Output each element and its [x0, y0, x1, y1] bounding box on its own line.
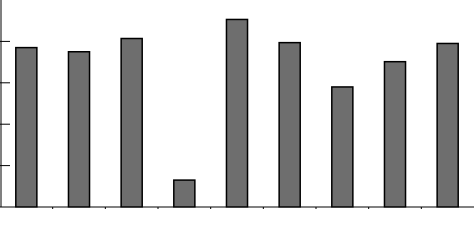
bar — [67, 51, 91, 208]
bar — [436, 42, 459, 208]
bar — [331, 86, 354, 208]
bar — [278, 41, 301, 208]
bar — [383, 60, 407, 208]
bar — [120, 37, 143, 208]
bar — [15, 46, 38, 208]
bar — [173, 179, 196, 208]
page: (() => { const data = JSON.parse(documen… — [0, 0, 474, 209]
bar — [225, 18, 249, 208]
chart — [0, 0, 474, 209]
